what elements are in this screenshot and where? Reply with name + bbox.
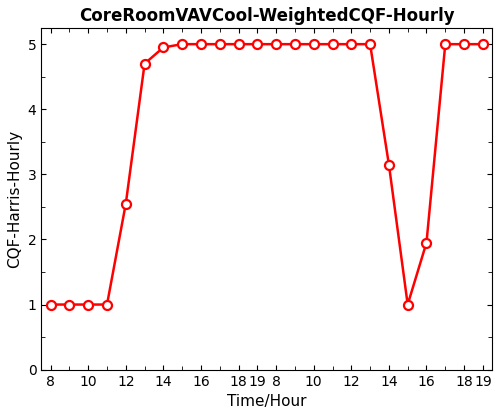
Y-axis label: CQF-Harris-Hourly: CQF-Harris-Hourly <box>7 130 22 268</box>
Title: CoreRoomVAVCool-WeightedCQF-Hourly: CoreRoomVAVCool-WeightedCQF-Hourly <box>79 7 454 25</box>
X-axis label: Time/Hour: Time/Hour <box>227 394 306 409</box>
